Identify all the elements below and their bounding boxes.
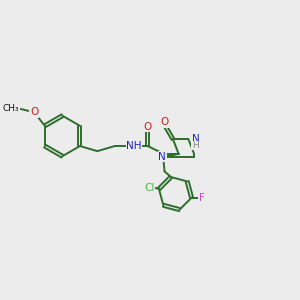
- Text: N: N: [158, 152, 166, 162]
- Text: F: F: [199, 193, 205, 203]
- Text: O: O: [30, 107, 38, 117]
- Text: O: O: [160, 117, 168, 127]
- Text: O: O: [144, 122, 152, 132]
- Text: NH: NH: [126, 141, 142, 151]
- Text: Cl: Cl: [144, 182, 154, 193]
- Text: H: H: [192, 141, 199, 150]
- Text: CH₃: CH₃: [3, 104, 19, 113]
- Text: N: N: [192, 134, 200, 144]
